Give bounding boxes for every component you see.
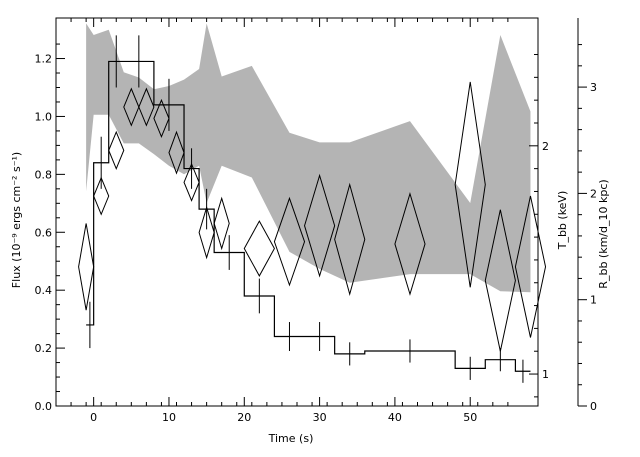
y-tick-label: 0.4 (35, 284, 53, 297)
y-tick-label: 1.0 (35, 110, 53, 123)
x-tick-label: 40 (388, 411, 402, 424)
y-tick-label: 0.2 (35, 342, 53, 355)
x-tick-label: 10 (162, 411, 176, 424)
temperature-diamond (153, 98, 170, 138)
y-tick-label: 1.2 (35, 53, 53, 66)
y-tick-label: 0.0 (35, 400, 53, 413)
x-tick-label: 50 (463, 411, 477, 424)
y2-axis-label: T_bb (keV) (556, 191, 569, 251)
temperature-diamond (334, 182, 366, 297)
temperature-diamond (123, 87, 140, 127)
y3-tick-label: 0 (590, 400, 597, 413)
y3-tick-label: 1 (590, 294, 597, 307)
x-tick-label: 20 (237, 411, 251, 424)
y2-tick-label: 2 (542, 140, 549, 153)
temperature-diamond (183, 162, 200, 202)
temperature-diamond (484, 209, 516, 352)
temperature-diamond (213, 196, 230, 251)
temperature-diamond (454, 81, 486, 288)
flux-histogram-layer (86, 35, 531, 383)
x-tick-label: 30 (313, 411, 327, 424)
radius-band-area (86, 23, 531, 293)
x-axis-label: Time (s) (268, 432, 314, 445)
x-tick-label: 0 (90, 411, 97, 424)
temperature-diamond (78, 223, 95, 311)
flux-histogram-line (86, 60, 531, 372)
temperature-diamond (273, 196, 306, 287)
y-tick-label: 0.6 (35, 226, 53, 239)
y3-axis-label: R_bb (km/d_10 kpc) (597, 179, 610, 288)
temperature-diamond (394, 192, 426, 296)
temperature-diamond (108, 130, 125, 170)
temperature-diamond (243, 220, 275, 277)
temperature-diamond (93, 176, 110, 216)
temperature-diamond (198, 205, 215, 260)
temperature-diamond (514, 195, 547, 338)
temperature-diamond (138, 87, 155, 127)
temperature-diamonds-layer (78, 81, 547, 352)
radius-band-layer (86, 23, 531, 293)
y3-tick-label: 3 (590, 81, 597, 94)
y2-tick-label: 1 (542, 368, 549, 381)
y-tick-label: 0.8 (35, 168, 53, 181)
y3-tick-label: 2 (590, 187, 597, 200)
y-axis-label: Flux (10⁻⁹ ergs cm⁻² s⁻¹) (10, 152, 23, 288)
temperature-diamond (304, 173, 336, 278)
temperature-diamond (168, 130, 185, 175)
